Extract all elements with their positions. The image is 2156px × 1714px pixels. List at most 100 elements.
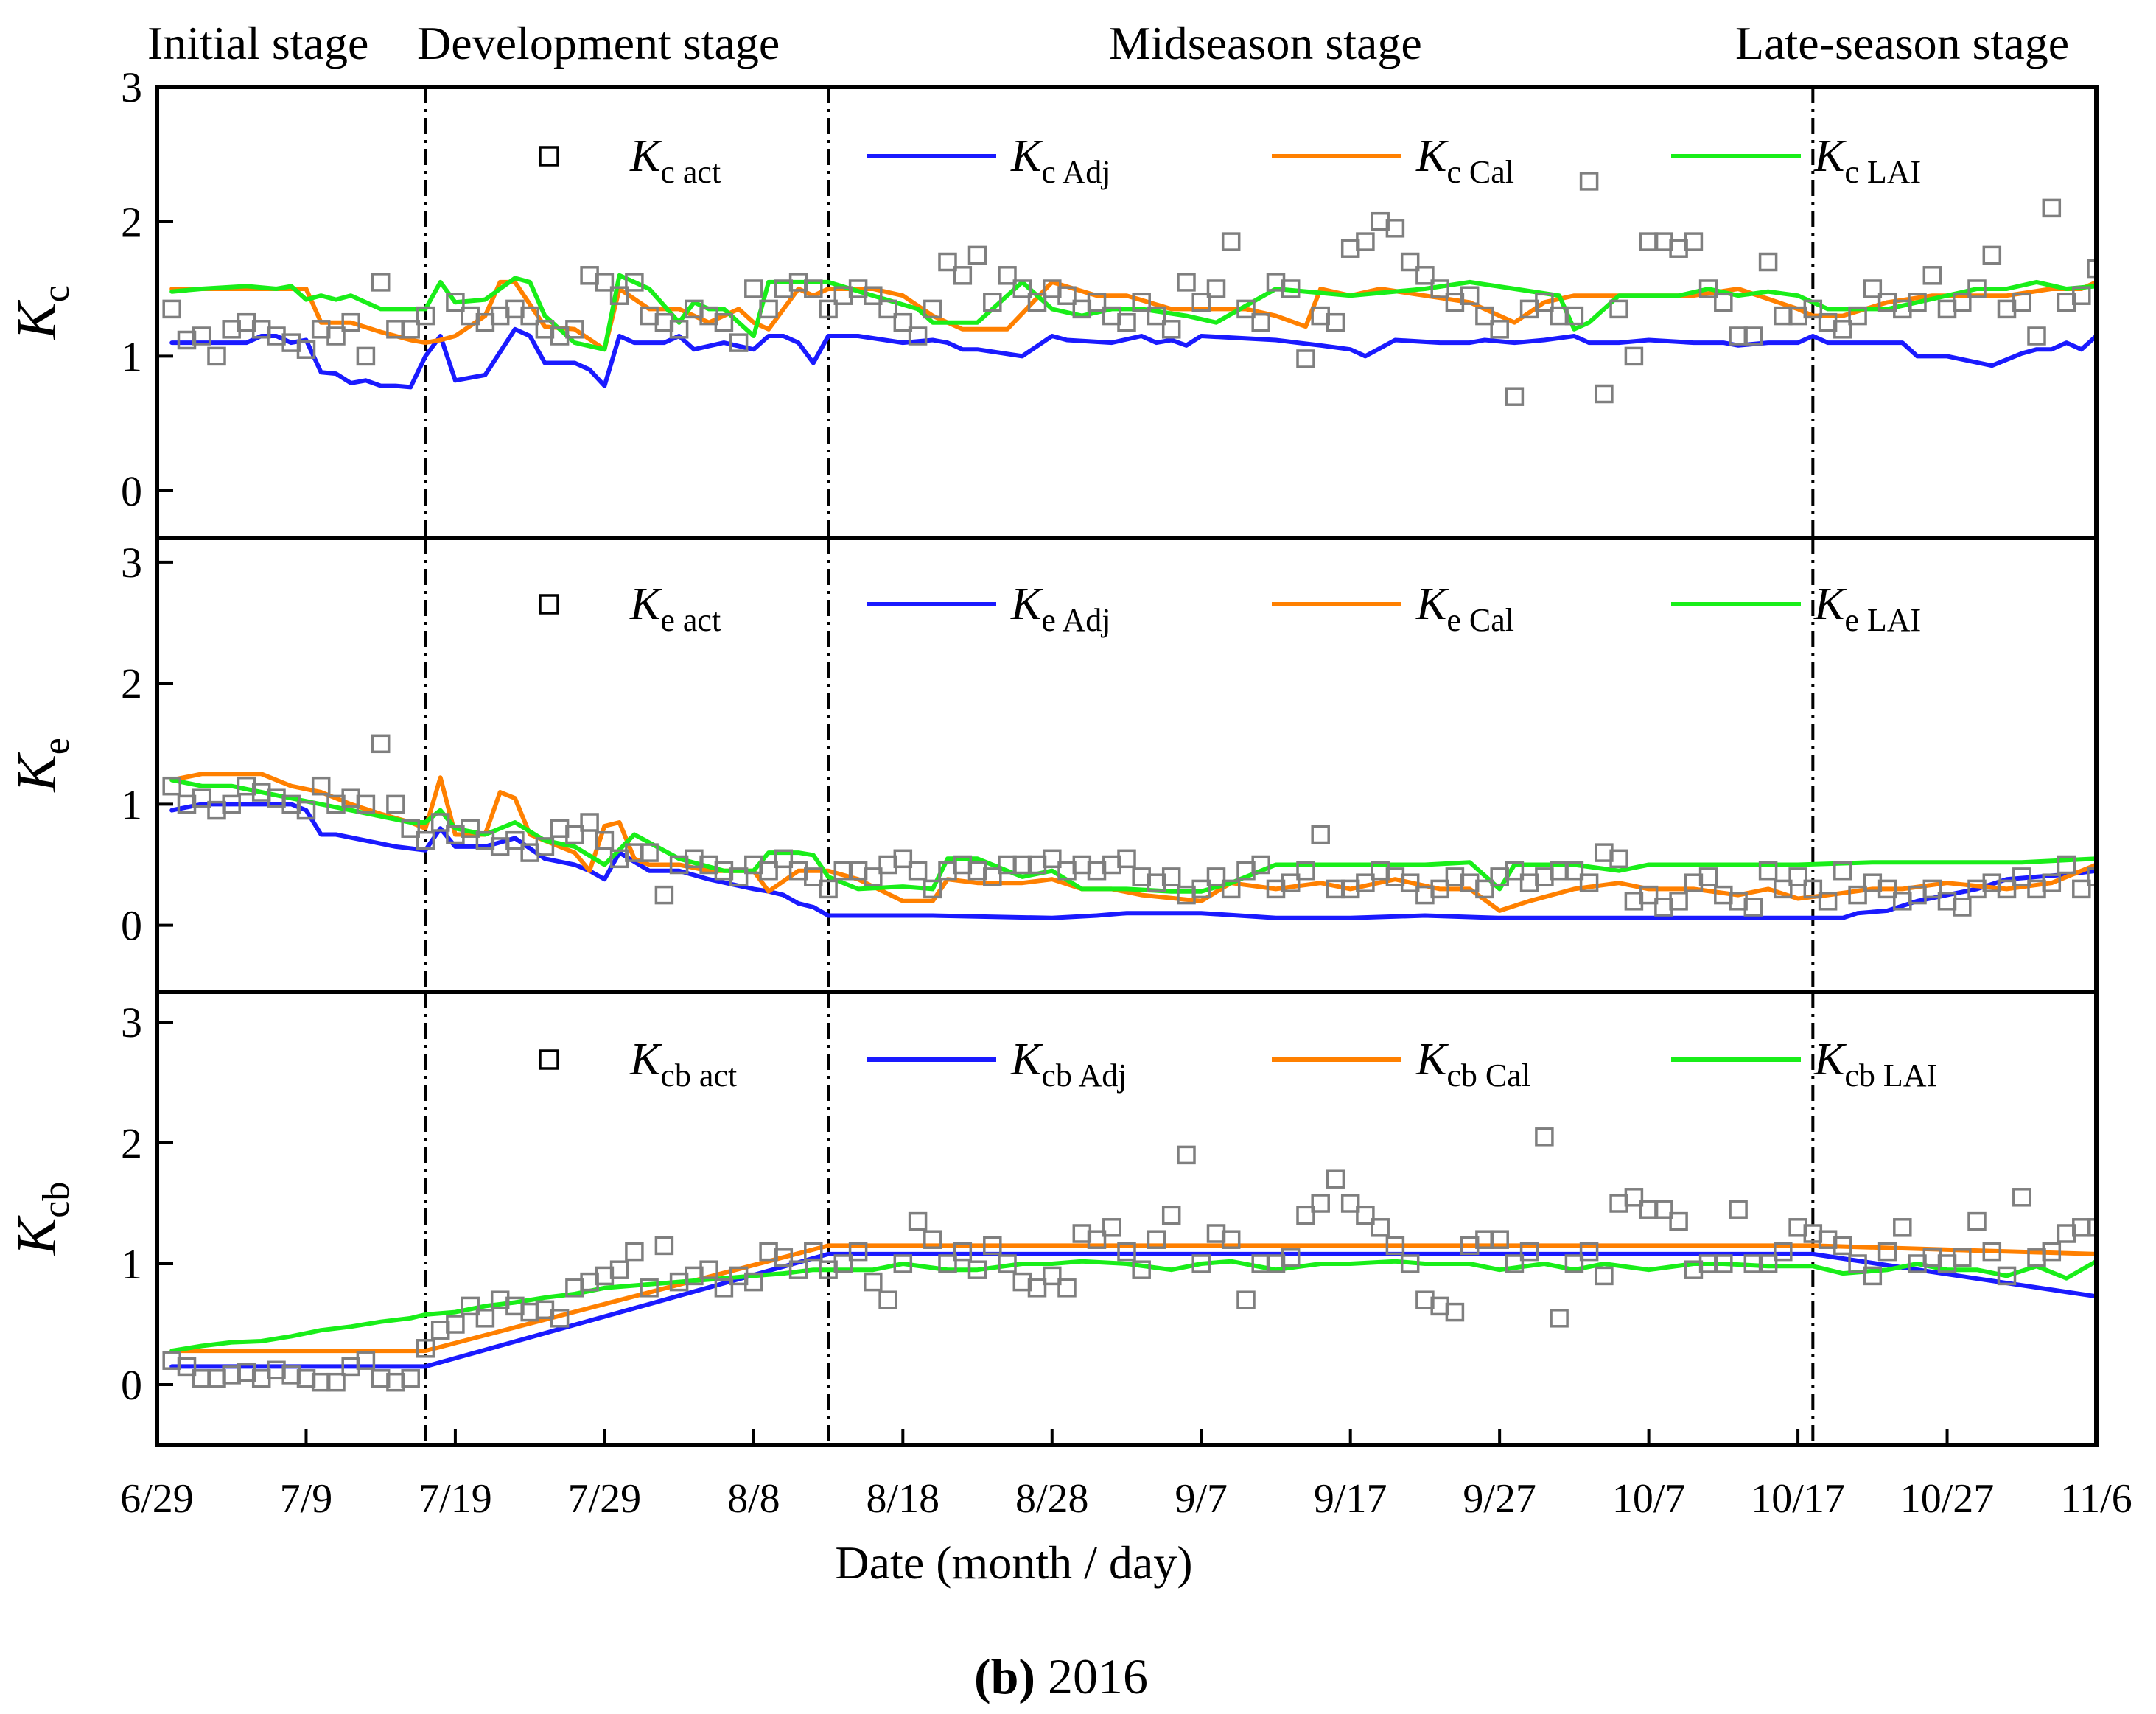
x-axis-title: Date (month / day) bbox=[835, 1536, 1192, 1589]
data-point-kcb-act bbox=[326, 1372, 346, 1392]
data-point-kcb-act bbox=[1460, 1236, 1480, 1256]
data-point-kc-act bbox=[1908, 293, 1927, 312]
data-point-ke-act bbox=[1505, 861, 1525, 881]
data-point-kcb-act bbox=[1997, 1266, 2017, 1286]
legend-label: Ke Cal bbox=[1415, 579, 1514, 638]
data-point-kcb-act bbox=[1818, 1230, 1838, 1249]
data-point-kcb-act bbox=[685, 1266, 704, 1286]
data-point-kcb-act bbox=[1669, 1211, 1688, 1231]
legend-label: Kcb Adj bbox=[1010, 1035, 1127, 1094]
data-point-kc-act bbox=[1385, 219, 1405, 238]
panel-frame bbox=[155, 990, 2099, 1447]
panel-ke: 0 1 2 3 Ke Ke act Ke Adj Ke Cal Ke LAI bbox=[6, 536, 2099, 994]
data-point-kcb-act bbox=[1027, 1278, 1047, 1298]
data-point-kc-act bbox=[893, 312, 913, 332]
data-point-kc-act bbox=[207, 346, 226, 366]
data-point-kc-act bbox=[356, 346, 376, 366]
data-point-kc-act bbox=[714, 312, 734, 332]
data-point-kc-act bbox=[1132, 293, 1151, 312]
data-point-ke-act bbox=[774, 849, 794, 869]
x-tick-label: 7/9 bbox=[280, 1476, 333, 1522]
data-point-ke-act bbox=[1236, 861, 1256, 881]
data-point-ke-act bbox=[1609, 849, 1628, 869]
data-point-kcb-act bbox=[908, 1211, 928, 1231]
data-point-ke-act bbox=[685, 849, 704, 869]
data-point-kc-act bbox=[1535, 293, 1554, 312]
data-point-kcb-act bbox=[1848, 1254, 1867, 1273]
y-tick-label: 2 bbox=[121, 198, 142, 246]
data-point-ke-act bbox=[1639, 885, 1659, 905]
y-tick-label: 3 bbox=[121, 63, 142, 111]
data-point-ke-act bbox=[1072, 855, 1092, 875]
data-point-ke-act bbox=[625, 843, 644, 862]
data-point-ke-act bbox=[1251, 855, 1270, 875]
data-point-kcb-act bbox=[1624, 1188, 1644, 1207]
data-point-kcb-act bbox=[1863, 1266, 1883, 1286]
data-point-kc-act bbox=[878, 299, 897, 319]
y-axis-title: Ke bbox=[6, 738, 77, 793]
data-point-kcb-act bbox=[833, 1254, 853, 1273]
y-tick-label: 0 bbox=[121, 467, 142, 515]
data-point-ke-act bbox=[1997, 879, 2017, 899]
data-point-kc-act bbox=[1967, 279, 1987, 298]
data-point-kcb-act bbox=[595, 1266, 615, 1286]
data-point-kc-act bbox=[565, 320, 584, 339]
legend-label: Kc Cal bbox=[1415, 131, 1514, 190]
data-point-kcb-act bbox=[714, 1278, 734, 1298]
data-point-kcb-act bbox=[2087, 1218, 2096, 1237]
data-point-ke-act bbox=[2012, 867, 2031, 886]
data-point-ke-act bbox=[580, 813, 599, 832]
data-point-ke-act bbox=[1206, 867, 1226, 886]
data-point-kc-act bbox=[1714, 293, 1733, 312]
data-point-ke-act bbox=[819, 879, 838, 899]
data-point-kc-act bbox=[535, 320, 555, 339]
data-point-ke-act bbox=[1430, 879, 1449, 899]
legend-label: Ke LAI bbox=[1813, 579, 1921, 638]
data-point-kc-act bbox=[1684, 232, 1704, 251]
data-point-ke-act bbox=[416, 830, 435, 850]
data-point-kc-act bbox=[1027, 293, 1047, 312]
data-point-ke-act bbox=[1535, 867, 1554, 886]
data-point-kcb-act bbox=[1922, 1248, 1942, 1267]
data-point-kc-act bbox=[1579, 172, 1599, 191]
data-point-kc-act bbox=[1191, 293, 1211, 312]
data-point-kc-act bbox=[1818, 312, 1838, 332]
panel-kc: 0 1 2 3 Kc Kc act Kc Adj Kc Cal Kc LAI bbox=[6, 63, 2099, 540]
data-point-ke-act bbox=[237, 776, 256, 796]
data-point-kc-act bbox=[1460, 286, 1480, 305]
data-point-kcb-act bbox=[341, 1357, 360, 1377]
data-point-ke-act bbox=[461, 819, 480, 838]
data-point-kcb-act bbox=[625, 1242, 644, 1262]
data-point-ke-act bbox=[640, 843, 659, 862]
data-point-ke-act bbox=[2057, 855, 2076, 875]
data-point-ke-act bbox=[490, 837, 510, 856]
data-point-kc-act bbox=[1729, 326, 1748, 346]
data-point-kc-act bbox=[1371, 211, 1390, 231]
data-point-kc-act bbox=[864, 286, 883, 305]
series-line-kcb-adj bbox=[169, 1251, 2096, 1369]
data-point-kc-act bbox=[1043, 279, 1062, 298]
data-point-kcb-act bbox=[1177, 1145, 1196, 1165]
x-tick-label: 7/29 bbox=[568, 1476, 642, 1522]
data-point-kc-act bbox=[1311, 306, 1330, 326]
data-point-kc-act bbox=[759, 299, 778, 319]
data-point-kc-act bbox=[326, 326, 346, 346]
data-point-kcb-act bbox=[520, 1302, 539, 1322]
data-point-kcb-act bbox=[1698, 1254, 1718, 1273]
x-tick-label: 10/27 bbox=[1900, 1476, 1995, 1522]
data-point-kcb-act bbox=[1579, 1242, 1599, 1262]
data-point-kc-act bbox=[1758, 252, 1778, 272]
data-point-kc-act bbox=[192, 326, 211, 346]
data-point-kc-act bbox=[1893, 299, 1912, 319]
data-point-ke-act bbox=[535, 837, 555, 856]
y-tick-label: 2 bbox=[121, 660, 142, 707]
data-point-kc-act bbox=[1982, 245, 2002, 265]
x-tick-label: 7/19 bbox=[419, 1476, 492, 1522]
legend: Ke act Ke Adj Ke Cal Ke LAI bbox=[539, 579, 1921, 638]
data-point-ke-act bbox=[1177, 885, 1196, 905]
data-point-ke-act bbox=[1371, 861, 1390, 881]
data-point-kcb-act bbox=[774, 1248, 794, 1267]
data-point-ke-act bbox=[371, 734, 391, 754]
legend-marker-act bbox=[539, 1049, 559, 1070]
data-point-ke-act bbox=[565, 825, 584, 844]
